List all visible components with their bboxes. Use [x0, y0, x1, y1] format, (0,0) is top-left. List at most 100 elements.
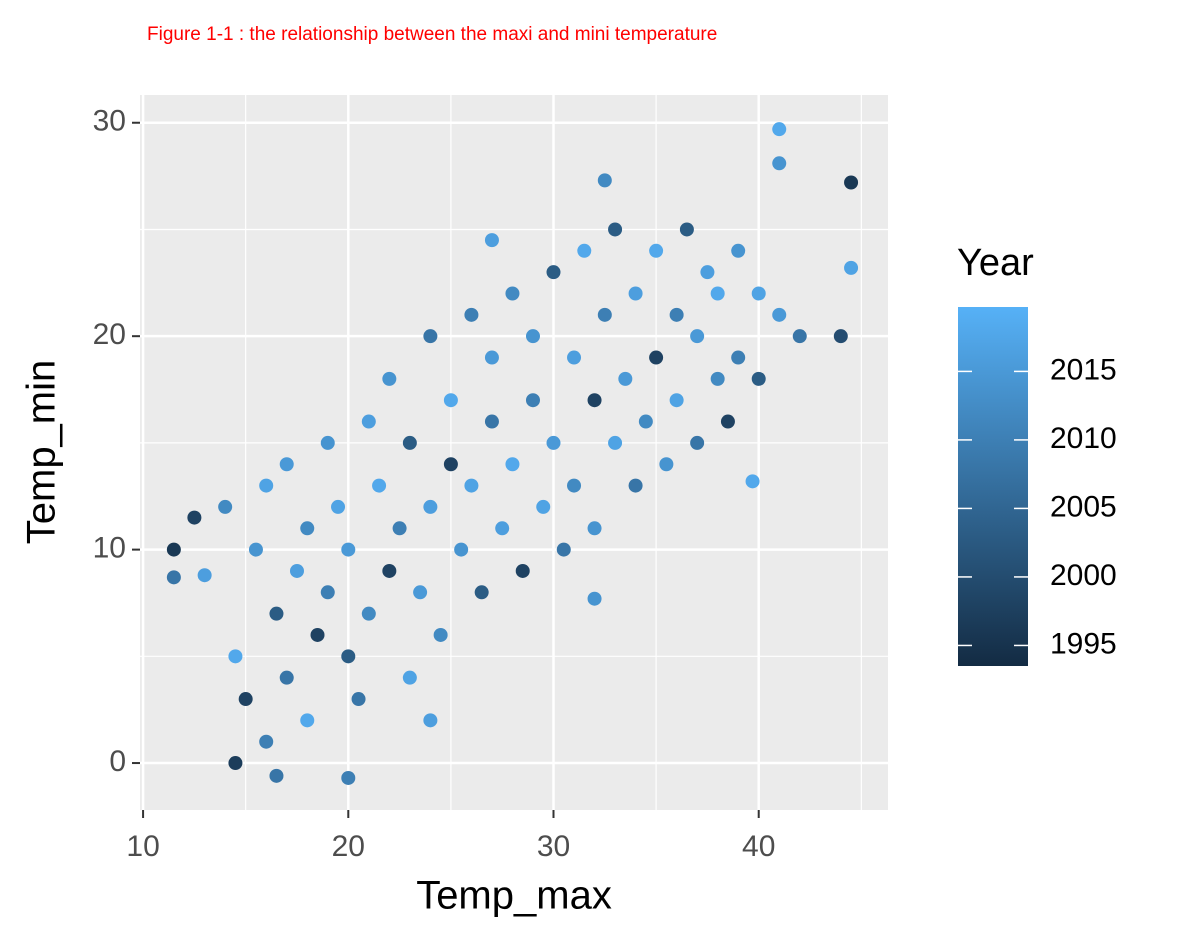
point: [484, 350, 499, 365]
point: [525, 393, 540, 408]
y-axis-title: Temp_min: [20, 360, 64, 545]
chart-title: Figure 1-1 : the relationship between th…: [147, 24, 717, 45]
colorbar-label: 1995: [1050, 627, 1117, 660]
point: [402, 435, 417, 450]
point: [669, 307, 684, 322]
point: [423, 329, 438, 344]
point: [608, 222, 623, 237]
point: [464, 478, 479, 493]
point: [341, 649, 356, 664]
point: [372, 478, 387, 493]
point: [443, 457, 458, 472]
point: [310, 627, 325, 642]
point: [649, 350, 664, 365]
point: [505, 457, 520, 472]
point: [474, 585, 489, 600]
point: [361, 606, 376, 621]
point: [690, 329, 705, 344]
x-tick-label: 40: [742, 830, 775, 863]
x-tick-label: 20: [332, 830, 365, 863]
point: [772, 156, 787, 171]
point: [720, 414, 735, 429]
point: [751, 286, 766, 301]
y-tick-label: 10: [93, 532, 126, 565]
point: [792, 329, 807, 344]
point: [320, 435, 335, 450]
point: [618, 371, 633, 386]
point: [577, 243, 592, 258]
point: [238, 692, 253, 707]
point: [361, 414, 376, 429]
x-tick-label: 30: [537, 830, 570, 863]
point: [248, 542, 263, 557]
point: [218, 499, 233, 514]
point: [320, 585, 335, 600]
point: [844, 260, 859, 275]
point: [649, 243, 664, 258]
point: [495, 521, 510, 536]
point: [700, 265, 715, 280]
point: [628, 478, 643, 493]
point: [628, 286, 643, 301]
x-axis-title: Temp_max: [416, 874, 612, 918]
point: [567, 350, 582, 365]
point: [597, 307, 612, 322]
point: [484, 414, 499, 429]
point: [556, 542, 571, 557]
point: [402, 670, 417, 685]
legend-title: Year: [957, 242, 1034, 284]
point: [751, 371, 766, 386]
point: [341, 770, 356, 785]
point: [772, 122, 787, 137]
point: [300, 713, 315, 728]
point: [587, 591, 602, 606]
x-tick-label: 10: [126, 830, 159, 863]
point: [710, 286, 725, 301]
points: [166, 122, 859, 785]
point: [638, 414, 653, 429]
axes: 10 20 30 40 0 10 20 30: [93, 105, 776, 863]
colorbar-label: 2005: [1050, 490, 1117, 523]
point: [413, 585, 428, 600]
point: [197, 568, 212, 583]
point: [187, 510, 202, 525]
point: [454, 542, 469, 557]
point: [567, 478, 582, 493]
colorbar-label: 2010: [1050, 422, 1117, 455]
point: [464, 307, 479, 322]
point: [228, 649, 243, 664]
point: [289, 563, 304, 578]
point: [279, 670, 294, 685]
point: [833, 329, 848, 344]
point: [536, 499, 551, 514]
point: [351, 692, 366, 707]
point: [608, 435, 623, 450]
point: [382, 563, 397, 578]
point: [515, 563, 530, 578]
colorbar-label: 2015: [1050, 353, 1117, 386]
point: [423, 499, 438, 514]
colorbar: [958, 307, 1028, 666]
point: [597, 173, 612, 188]
point: [484, 233, 499, 248]
point: [690, 435, 705, 450]
point: [269, 768, 284, 783]
point: [228, 756, 243, 771]
point: [423, 713, 438, 728]
legend: 1995 2000 2005 2010 2015: [958, 353, 1117, 660]
point: [525, 329, 540, 344]
point: [259, 478, 274, 493]
point: [669, 393, 684, 408]
point: [166, 570, 181, 585]
point: [300, 521, 315, 536]
y-tick-label: 20: [93, 318, 126, 351]
point: [392, 521, 407, 536]
point: [710, 371, 725, 386]
point: [587, 521, 602, 536]
point: [382, 371, 397, 386]
point: [772, 307, 787, 322]
point: [659, 457, 674, 472]
y-tick-label: 0: [109, 745, 126, 778]
point: [745, 474, 760, 489]
